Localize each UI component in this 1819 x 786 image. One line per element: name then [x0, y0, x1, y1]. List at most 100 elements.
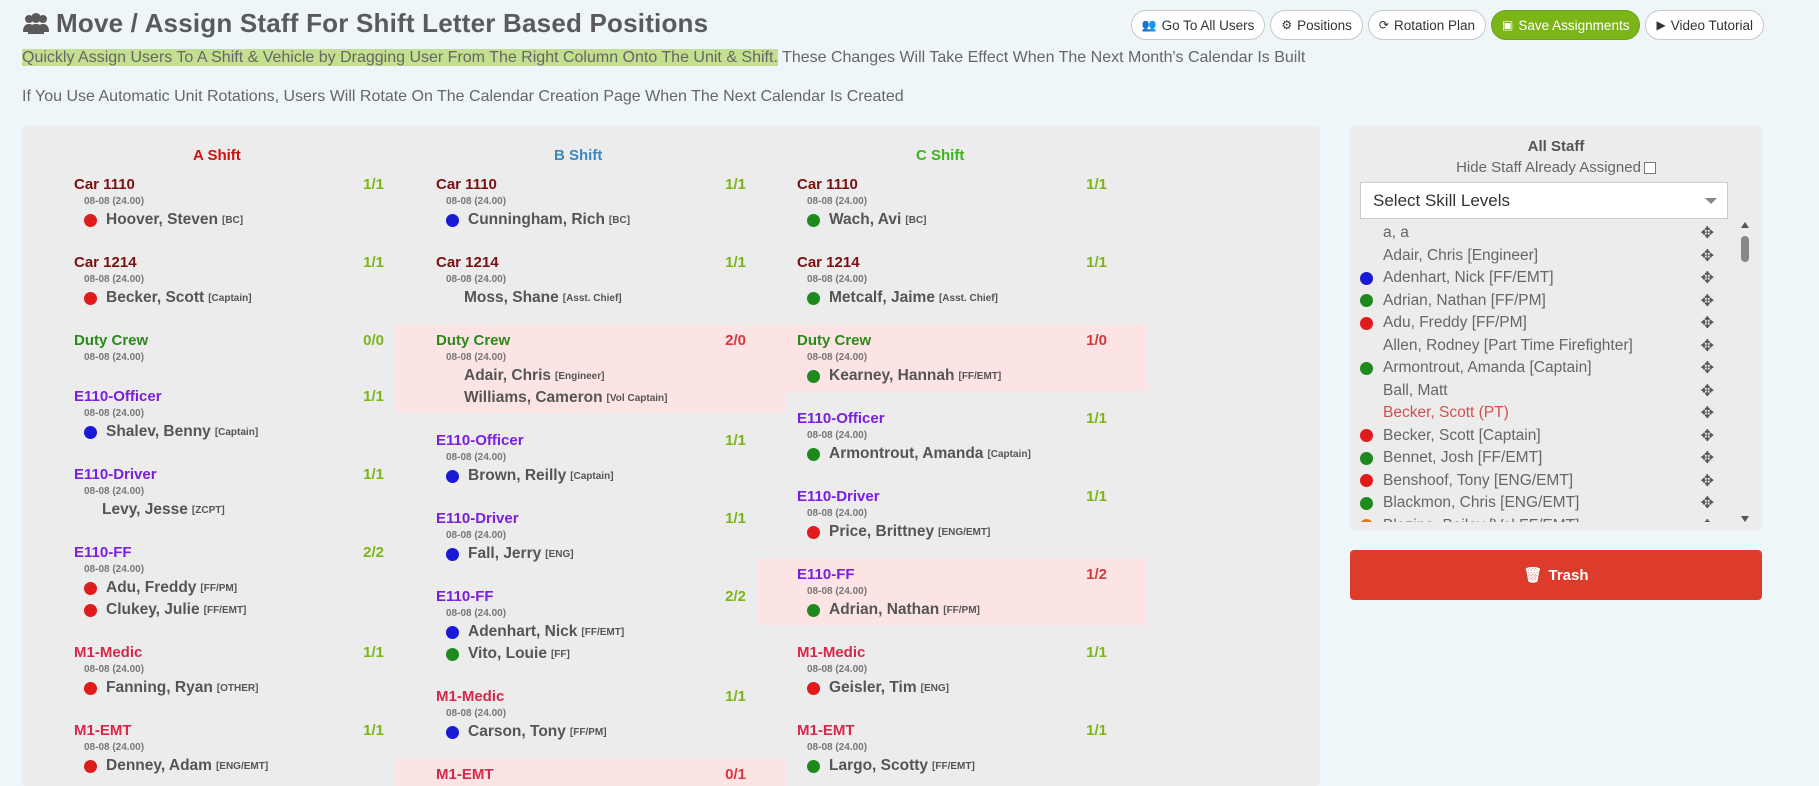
staff-name: Price, Brittney [829, 523, 935, 540]
scroll-up-arrow-icon[interactable] [1741, 222, 1749, 228]
move-handle-icon[interactable]: ✥ [1700, 450, 1714, 468]
draggable-staff-item[interactable]: Blazina, Bailey [Vol FF/EMT] ✥ [1360, 515, 1740, 522]
scroll-thumb[interactable] [1741, 236, 1749, 262]
assigned-staff[interactable]: Vito, Louie [FF] [446, 643, 746, 665]
unit-drop-zone[interactable]: E110-Driver 1/1 08-08 (24.00) Price, Brittn… [757, 481, 1147, 547]
unit-drop-zone[interactable]: M1-Medic 1/1 08-08 (24.00) Geisler, Tim [ENG… [757, 637, 1147, 703]
skill-levels-select[interactable]: Select Skill Levels [1360, 182, 1728, 219]
unit-drop-zone[interactable]: Car 1110 1/1 08-08 (24.00) Wach, Avi [BC] [757, 169, 1147, 235]
unit-drop-zone[interactable]: Duty Crew 2/0 08-08 (24.00) Adair, Chris [En… [396, 325, 786, 413]
staff-rank: [FF/PM] [943, 604, 980, 616]
assigned-staff[interactable]: Adrian, Nathan [FF/PM] [807, 599, 1107, 621]
draggable-staff-item[interactable]: Ball, Matt ✥ [1360, 380, 1740, 403]
unit-drop-zone[interactable]: Car 1214 1/1 08-08 (24.00) Becker, Scott [Ca… [34, 247, 424, 313]
unit-drop-zone[interactable]: M1-Medic 1/1 08-08 (24.00) Carson, Tony [FF/… [396, 681, 786, 747]
assigned-staff[interactable]: Price, Brittney [ENG/EMT] [807, 521, 1107, 543]
unit-drop-zone[interactable]: Car 1214 1/1 08-08 (24.00) Moss, Shane [Asst… [396, 247, 786, 313]
go-to-all-users-button[interactable]: 👥 Go To All Users [1130, 10, 1266, 40]
unit-name: E110-Officer [436, 432, 524, 449]
draggable-staff-item[interactable]: Bennet, Josh [FF/EMT] ✥ [1360, 447, 1740, 470]
assigned-staff[interactable]: Clukey, Julie [FF/EMT] [84, 599, 384, 621]
draggable-staff-item[interactable]: Blackmon, Chris [ENG/EMT] ✥ [1360, 492, 1740, 515]
unit-drop-zone[interactable]: E110-FF 1/2 08-08 (24.00) Adrian, Nathan [FF… [757, 559, 1147, 625]
unit-drop-zone[interactable]: Duty Crew 1/0 08-08 (24.00) Kearney, Hannah… [757, 325, 1147, 391]
assigned-staff[interactable]: Williams, Cameron [Vol Captain] [464, 387, 746, 409]
shifts-panel: A Shift Car 1110 1/1 08-08 (24.00) Hoover, S… [22, 126, 1320, 786]
positions-button[interactable]: ⚙ Positions [1270, 10, 1363, 40]
assigned-staff[interactable]: Geisler, Tim [ENG] [807, 677, 1107, 699]
video-tutorial-button[interactable]: ▶ Video Tutorial [1645, 10, 1764, 40]
assigned-staff[interactable]: Kearney, Hannah [FF/EMT] [807, 365, 1107, 387]
unit-drop-zone[interactable]: M1-EMT 1/1 08-08 (24.00) Denney, Adam [ENG/E… [34, 715, 424, 781]
unit-name: M1-Medic [797, 644, 866, 661]
hide-assigned-checkbox[interactable] [1643, 161, 1656, 174]
unit-drop-zone[interactable]: Car 1110 1/1 08-08 (24.00) Cunningham, Rich… [396, 169, 786, 235]
assigned-staff[interactable]: Armontrout, Amanda [Captain] [807, 443, 1107, 465]
unit-drop-zone[interactable]: E110-Driver 1/1 08-08 (24.00) Levy, Jesse [Z… [34, 459, 424, 525]
move-handle-icon[interactable]: ✥ [1700, 292, 1714, 310]
draggable-staff-item[interactable]: Adair, Chris [Engineer] ✥ [1360, 245, 1740, 268]
gears-icon: ⚙ [1281, 18, 1293, 32]
page-header: Move / Assign Staff For Shift Letter Bas… [22, 8, 708, 39]
move-handle-icon[interactable]: ✥ [1700, 472, 1714, 490]
draggable-staff-item[interactable]: Benshoof, Tony [ENG/EMT] ✥ [1360, 470, 1740, 493]
unit-drop-zone[interactable]: E110-FF 2/2 08-08 (24.00) Adu, Freddy [FF/PM… [34, 537, 424, 625]
assigned-staff[interactable]: Adu, Freddy [FF/PM] [84, 577, 384, 599]
unit-drop-zone[interactable]: Duty Crew 0/0 08-08 (24.00) [34, 325, 424, 369]
unit-drop-zone[interactable]: E110-FF 2/2 08-08 (24.00) Adenhart, Nick [FF… [396, 581, 786, 669]
unit-drop-zone[interactable]: E110-Officer 1/1 08-08 (24.00) Armontrout, … [757, 403, 1147, 469]
draggable-staff-item[interactable]: Becker, Scott (PT) ✥ [1360, 402, 1740, 425]
draggable-staff-item[interactable]: Adu, Freddy [FF/PM] ✥ [1360, 312, 1740, 335]
assigned-staff[interactable]: Hoover, Steven [BC] [84, 209, 384, 231]
assigned-staff[interactable]: Fall, Jerry [ENG] [446, 543, 746, 565]
draggable-staff-item[interactable]: a, a ✥ [1360, 222, 1740, 245]
draggable-staff-item[interactable]: Allen, Rodney [Part Time Firefighter] ✥ [1360, 335, 1740, 358]
unit-date: 08-08 (24.00) [84, 274, 145, 285]
assigned-staff[interactable]: Carson, Tony [FF/PM] [446, 721, 746, 743]
unit-drop-zone[interactable]: Car 1214 1/1 08-08 (24.00) Metcalf, Jaime [A… [757, 247, 1147, 313]
assigned-staff[interactable]: Adair, Chris [Engineer] [464, 365, 746, 387]
assigned-staff[interactable]: Denney, Adam [ENG/EMT] [84, 755, 384, 777]
unit-drop-zone[interactable]: M1-EMT 1/1 08-08 (24.00) Largo, Scotty [FF/E… [757, 715, 1147, 781]
assigned-staff[interactable]: Brown, Reilly [Captain] [446, 465, 746, 487]
assigned-staff[interactable]: Fanning, Ryan [OTHER] [84, 677, 384, 699]
move-handle-icon[interactable]: ✥ [1700, 225, 1714, 243]
move-handle-icon[interactable]: ✥ [1700, 337, 1714, 355]
assigned-staff[interactable]: Largo, Scotty [FF/EMT] [807, 755, 1107, 777]
unit-drop-zone[interactable]: M1-Medic 1/1 08-08 (24.00) Fanning, Ryan [OT… [34, 637, 424, 703]
draggable-staff-item[interactable]: Becker, Scott [Captain] ✥ [1360, 425, 1740, 448]
unit-drop-zone[interactable]: Car 1110 1/1 08-08 (24.00) Hoover, Steven [B… [34, 169, 424, 235]
unit-drop-zone[interactable]: E110-Driver 1/1 08-08 (24.00) Fall, Jerry [E… [396, 503, 786, 569]
trash-drop-zone[interactable]: 🗑 Trash [1350, 550, 1762, 600]
move-handle-icon[interactable]: ✥ [1700, 360, 1714, 378]
move-handle-icon[interactable]: ✥ [1700, 405, 1714, 423]
assigned-staff[interactable]: Adenhart, Nick [FF/EMT] [446, 621, 746, 643]
assigned-staff[interactable]: Wach, Avi [BC] [807, 209, 1107, 231]
assigned-staff[interactable]: Becker, Scott [Captain] [84, 287, 384, 309]
rotation-plan-button[interactable]: ⟳ Rotation Plan [1367, 10, 1487, 40]
move-handle-icon[interactable]: ✥ [1700, 382, 1714, 400]
move-handle-icon[interactable]: ✥ [1700, 315, 1714, 333]
move-handle-icon[interactable]: ✥ [1700, 495, 1714, 513]
unit-drop-zone[interactable]: E110-Officer 1/1 08-08 (24.00) Shalev, Benn… [34, 381, 424, 447]
move-handle-icon[interactable]: ✥ [1700, 270, 1714, 288]
assigned-staff[interactable]: Shalev, Benny [Captain] [84, 421, 384, 443]
move-handle-icon[interactable]: ✥ [1701, 516, 1714, 522]
move-handle-icon[interactable]: ✥ [1700, 247, 1714, 265]
shift-column: B Shift Car 1110 1/1 08-08 (24.00) Cunningha… [396, 126, 786, 786]
unit-drop-zone[interactable]: E110-Officer 1/1 08-08 (24.00) Brown, Reill… [396, 425, 786, 491]
staff-rank: [ENG/EMT] [215, 760, 269, 772]
draggable-staff-item[interactable]: Armontrout, Amanda [Captain] ✥ [1360, 357, 1740, 380]
assigned-staff[interactable]: Levy, Jesse [ZCPT] [102, 499, 384, 521]
draggable-staff-item[interactable]: Adrian, Nathan [FF/PM] ✥ [1360, 290, 1740, 313]
staff-list-scrollbar[interactable] [1740, 222, 1750, 522]
assigned-staff[interactable]: Cunningham, Rich [BC] [446, 209, 746, 231]
save-assignments-button[interactable]: ▣ Save Assignments [1491, 10, 1641, 40]
scroll-down-arrow-icon[interactable] [1741, 516, 1749, 522]
assigned-staff[interactable]: Metcalf, Jaime [Asst. Chief] [807, 287, 1107, 309]
assigned-staff[interactable]: Moss, Shane [Asst. Chief] [464, 287, 746, 309]
draggable-staff-item[interactable]: Adenhart, Nick [FF/EMT] ✥ [1360, 267, 1740, 290]
move-handle-icon[interactable]: ✥ [1700, 427, 1714, 445]
rotation-plan-label: Rotation Plan [1393, 17, 1476, 33]
